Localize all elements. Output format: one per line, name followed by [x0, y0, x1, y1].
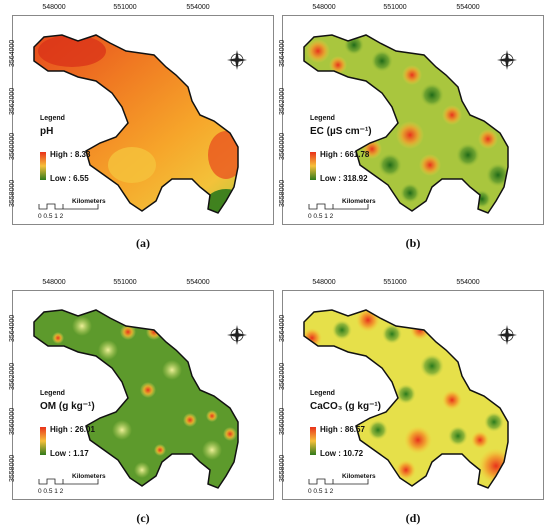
x-tick: 551000 — [113, 4, 137, 11]
caption-d: (d) — [405, 511, 421, 525]
map-panel-b: 548000 551000 554000 3564000 3562000 356… — [279, 4, 544, 225]
legend-variable: OM (g kg⁻¹) — [40, 401, 95, 412]
legend-low: Low : 1.17 — [50, 449, 89, 458]
legend-low: Low : 6.55 — [50, 174, 89, 183]
x-tick: 548000 — [42, 279, 66, 286]
study-area-map — [303, 34, 509, 214]
study-area-map — [33, 309, 239, 489]
x-tick: 554000 — [186, 279, 210, 286]
legend-low: Low : 318.92 — [320, 174, 368, 183]
scale-unit: Kilometers — [342, 198, 376, 205]
scale-bar-graphic — [38, 478, 99, 485]
scale-ticks: 0 0.5 1 2 — [38, 488, 64, 495]
scale-unit: Kilometers — [72, 473, 106, 480]
boundary-outline — [303, 34, 509, 214]
study-area-map — [303, 309, 509, 489]
boundary-outline — [33, 309, 239, 489]
scale-bar-graphic — [308, 203, 369, 210]
caption-b: (b) — [405, 236, 421, 250]
legend-color-ramp — [310, 152, 316, 180]
legend-title: Legend — [40, 390, 65, 397]
north-arrow-icon — [227, 50, 247, 70]
caption-a: (a) — [136, 236, 150, 250]
map-panel-a: 548000 551000 554000 3564000 3562000 356… — [9, 4, 274, 225]
legend-high: High : 86.57 — [320, 425, 365, 434]
x-tick: 548000 — [312, 279, 336, 286]
map-panel-c: 548000 551000 554000 3564000 3562000 356… — [9, 279, 274, 500]
legend: Legend CaCO₃ (g kg⁻¹) High : 86.57 Low :… — [310, 390, 382, 458]
legend: Legend OM (g kg⁻¹) High : 26.01 Low : 1.… — [40, 390, 95, 458]
legend-color-ramp — [310, 427, 316, 455]
x-tick: 548000 — [42, 4, 66, 11]
legend-title: Legend — [40, 115, 65, 122]
north-arrow-icon — [497, 325, 517, 345]
legend-variable: pH — [40, 126, 54, 137]
x-tick: 548000 — [312, 4, 336, 11]
legend: Legend EC (µS cm⁻¹) High : 661.78 Low : … — [310, 115, 372, 183]
legend-high: High : 26.01 — [50, 425, 95, 434]
north-arrow-icon — [497, 50, 517, 70]
legend-variable: EC (µS cm⁻¹) — [310, 126, 372, 137]
legend: Legend pH High : 8.33 Low : 6.55 — [40, 115, 90, 183]
legend-variable: CaCO₃ (g kg⁻¹) — [310, 401, 382, 412]
legend-low: Low : 10.72 — [320, 449, 364, 458]
caption-c: (c) — [136, 511, 150, 525]
north-arrow-icon — [227, 325, 247, 345]
boundary-outline — [33, 34, 239, 214]
scale-ticks: 0 0.5 1 2 — [38, 213, 64, 220]
legend-color-ramp — [40, 427, 46, 455]
x-tick: 554000 — [456, 4, 480, 11]
legend-color-ramp — [40, 152, 46, 180]
x-tick: 554000 — [186, 4, 210, 11]
legend-title: Legend — [310, 390, 335, 397]
map-panel-d: 548000 551000 554000 3564000 3562000 356… — [279, 279, 544, 500]
scale-bar-graphic — [38, 203, 99, 210]
study-area-map — [33, 34, 239, 214]
scale-bar-graphic — [308, 478, 369, 485]
legend-title: Legend — [310, 115, 335, 122]
x-tick: 551000 — [383, 279, 407, 286]
x-tick: 551000 — [383, 4, 407, 11]
scale-unit: Kilometers — [342, 473, 376, 480]
scale-ticks: 0 0.5 1 2 — [308, 213, 334, 220]
x-tick: 551000 — [113, 279, 137, 286]
boundary-outline — [303, 309, 509, 489]
scale-ticks: 0 0.5 1 2 — [308, 488, 334, 495]
x-tick: 554000 — [456, 279, 480, 286]
scale-unit: Kilometers — [72, 198, 106, 205]
legend-high: High : 661.78 — [320, 150, 370, 159]
legend-high: High : 8.33 — [50, 150, 91, 159]
